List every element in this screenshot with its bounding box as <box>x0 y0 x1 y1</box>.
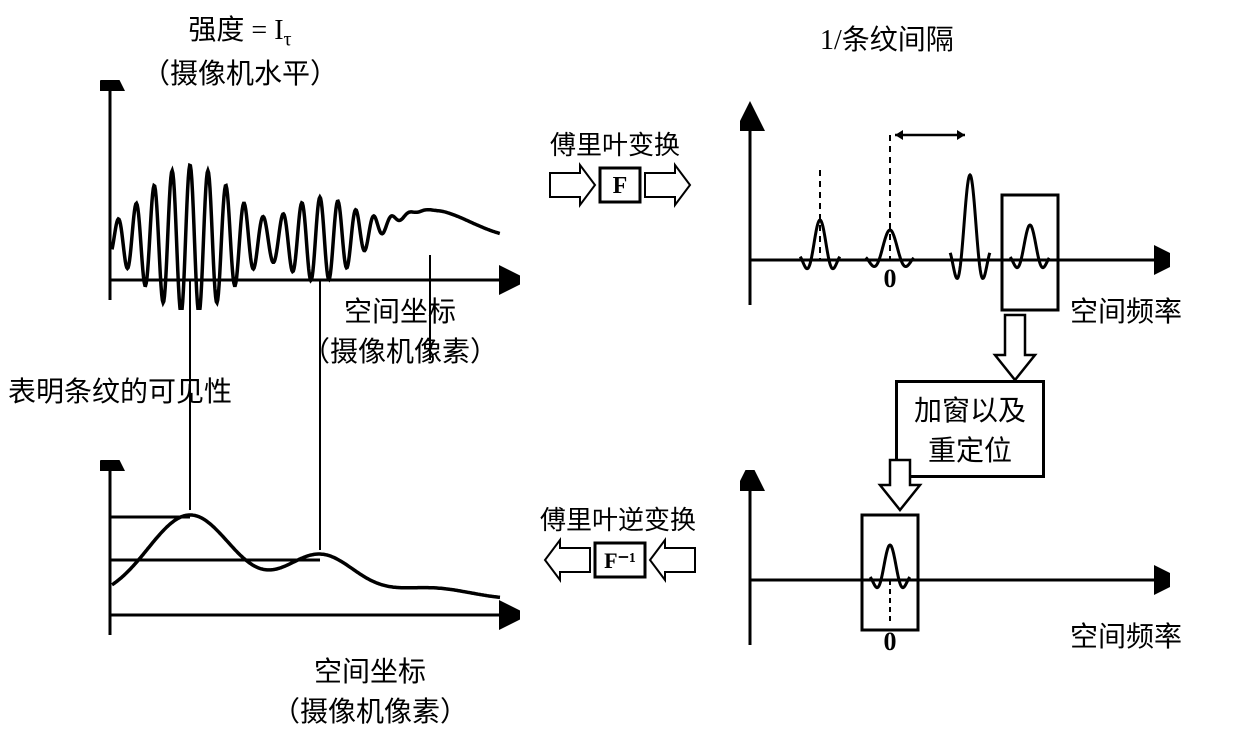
arrow-windowing <box>990 310 1040 385</box>
label-intensity-line1: 强度 = I <box>188 15 283 46</box>
label-inv-fourier: 傅里叶逆变换 <box>540 500 696 537</box>
arrow-inv-fourier: F⁻¹ <box>540 535 700 585</box>
panel-top-right: 0 <box>740 80 1170 320</box>
svg-text:F⁻¹: F⁻¹ <box>604 548 636 573</box>
label-intensity-sub: τ <box>284 29 292 51</box>
label-spatial-coord-lower: 空间坐标 （摄像机像素） <box>260 650 480 730</box>
spatial-coord-l2b: （摄像机像素） <box>272 697 468 728</box>
windowing-l1: 加窗以及 <box>914 389 1026 429</box>
label-intensity: 强度 = Iτ （摄像机水平） <box>110 8 370 92</box>
label-fringe-visibility: 表明条纹的可见性 <box>8 370 232 410</box>
tick-zero-br: 0 <box>884 627 897 656</box>
label-spatial-freq-upper: 空间频率 <box>1070 290 1182 330</box>
panel-top-left <box>100 80 520 310</box>
tick-zero-tr: 0 <box>884 264 897 293</box>
label-fourier: 傅里叶变换 <box>550 125 680 162</box>
label-spatial-freq-lower: 空间频率 <box>1070 615 1182 655</box>
spatial-coord-l2a: （摄像机像素） <box>302 337 498 368</box>
spatial-coord-l1b: 空间坐标 <box>314 657 426 688</box>
label-intensity-line2: （摄像机水平） <box>142 59 338 90</box>
label-fringe-spacing: 1/条纹间隔 <box>820 18 954 58</box>
panel-bottom-left: 0 <box>100 460 520 660</box>
arrow-fourier: F <box>545 160 695 210</box>
label-spatial-coord-upper: 空间坐标 （摄像机像素） <box>300 290 500 370</box>
svg-text:F: F <box>613 173 628 199</box>
spatial-coord-l1a: 空间坐标 <box>344 297 456 328</box>
windowing-l2: 重定位 <box>914 429 1026 469</box>
